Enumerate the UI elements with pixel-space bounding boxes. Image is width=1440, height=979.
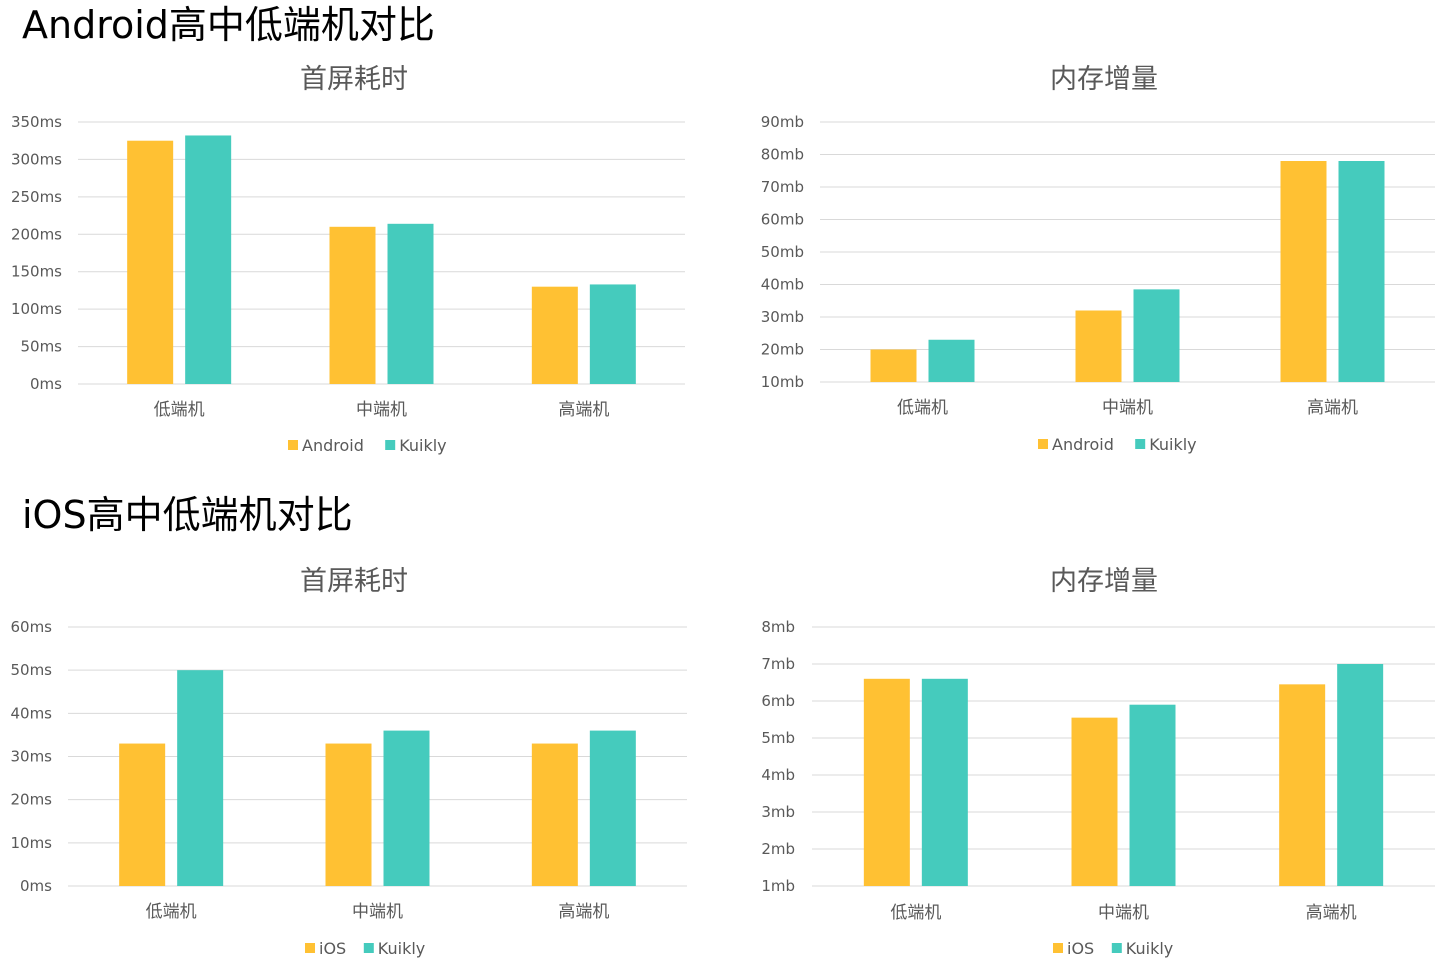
bar-kuikly-2	[589, 730, 636, 886]
x-category-label: 低端机	[897, 398, 948, 418]
android-memory-chart: 内存增量 10mb 20mb 30mb 40mb 50mb 60mb 70mb 80mb 90mb…	[761, 64, 1435, 454]
bar-kuikly-0	[921, 678, 968, 886]
bar-kuikly-1	[387, 223, 434, 384]
bar-ios-1	[1071, 717, 1118, 886]
bar-ios-0	[863, 678, 910, 886]
legend-swatch	[305, 943, 315, 953]
legend-swatch	[1038, 439, 1048, 449]
bar-ios-0	[119, 743, 166, 886]
legend-swatch	[1053, 943, 1063, 953]
legend-label: iOS	[1067, 939, 1094, 958]
bar-ios-2	[1279, 684, 1326, 886]
legend-label: Kuikly	[399, 436, 446, 455]
android-first-screen-chart: 首屏耗时 0ms 50ms 100ms 150ms 200ms 250ms 300ms 350m…	[11, 64, 685, 455]
bar-kuikly-2	[589, 284, 636, 384]
bar-kuikly-2	[1338, 161, 1385, 382]
y-tick-label: 2mb	[761, 840, 795, 858]
legend-label: iOS	[319, 939, 346, 958]
y-tick-label: 20ms	[10, 791, 52, 809]
x-category-label: 低端机	[146, 902, 197, 922]
y-tick-label: 0ms	[30, 375, 62, 393]
y-tick-label: 70mb	[761, 178, 804, 196]
bar-android-0	[127, 140, 174, 384]
bar-kuikly-0	[177, 670, 224, 886]
bar-kuikly-0	[185, 135, 232, 384]
legend-label: Android	[1052, 435, 1114, 454]
x-category-label: 中端机	[352, 902, 403, 922]
bar-android-2	[1280, 161, 1327, 382]
bar-kuikly-1	[1133, 289, 1180, 382]
y-tick-label: 90mb	[761, 113, 804, 131]
x-category-label: 中端机	[1102, 398, 1153, 418]
legend-swatch	[288, 440, 298, 450]
y-tick-label: 250ms	[11, 188, 62, 206]
y-tick-label: 60ms	[10, 618, 52, 636]
ios-memory-chart: 内存增量 1mb 2mb 3mb 4mb 5mb 6mb 7mb 8mb 低端机 中端机 高端机 iOS…	[761, 566, 1435, 958]
y-tick-label: 50ms	[20, 338, 62, 356]
y-tick-label: 50mb	[761, 243, 804, 261]
bar-ios-1	[325, 743, 372, 886]
y-tick-label: 30mb	[761, 308, 804, 326]
y-tick-label: 80mb	[761, 146, 804, 164]
section-title-android: Android高中低端机对比	[22, 3, 435, 47]
y-tick-label: 200ms	[11, 225, 62, 243]
x-category-label: 高端机	[1306, 903, 1357, 923]
y-tick-label: 100ms	[11, 300, 62, 318]
chart-title: 内存增量	[1050, 64, 1158, 95]
y-tick-label: 8mb	[761, 618, 795, 636]
legend-label: Kuikly	[1126, 939, 1173, 958]
y-tick-label: 4mb	[761, 766, 795, 784]
x-category-label: 高端机	[558, 902, 609, 922]
y-tick-label: 3mb	[761, 803, 795, 821]
bar-kuikly-0	[928, 339, 975, 382]
bar-android-1	[1075, 310, 1122, 382]
x-category-label: 高端机	[1307, 398, 1358, 418]
y-tick-label: 150ms	[11, 263, 62, 281]
y-tick-label: 30ms	[10, 748, 52, 766]
legend-swatch	[385, 440, 396, 450]
y-tick-label: 40mb	[761, 276, 804, 294]
x-category-label: 中端机	[356, 400, 407, 420]
legend-swatch	[363, 943, 374, 953]
bar-android-1	[329, 226, 376, 384]
y-tick-label: 40ms	[10, 704, 52, 722]
x-category-label: 低端机	[890, 903, 941, 923]
y-tick-label: 7mb	[761, 655, 795, 673]
x-category-label: 高端机	[558, 400, 609, 420]
x-category-label: 低端机	[154, 400, 205, 420]
bar-android-2	[531, 286, 578, 384]
bar-ios-2	[531, 743, 578, 886]
x-category-label: 中端机	[1098, 903, 1149, 923]
legend-swatch	[1135, 439, 1146, 449]
chart-title: 内存增量	[1050, 566, 1158, 597]
chart-title: 首屏耗时	[300, 566, 408, 597]
legend-label: Kuikly	[378, 939, 425, 958]
bar-kuikly-1	[383, 730, 430, 886]
y-tick-label: 10mb	[761, 373, 804, 391]
y-tick-label: 300ms	[11, 150, 62, 168]
y-tick-label: 5mb	[761, 729, 795, 747]
legend-label: Kuikly	[1149, 435, 1196, 454]
y-tick-label: 0ms	[20, 877, 52, 895]
legend-swatch	[1111, 943, 1122, 953]
y-tick-label: 1mb	[761, 877, 795, 895]
y-tick-label: 50ms	[10, 661, 52, 679]
legend-label: Android	[302, 436, 364, 455]
bar-android-0	[870, 349, 917, 382]
bar-kuikly-2	[1337, 664, 1384, 886]
y-tick-label: 350ms	[11, 113, 62, 131]
chart-title: 首屏耗时	[300, 64, 408, 95]
bar-kuikly-1	[1129, 704, 1176, 886]
ios-first-screen-chart: 首屏耗时 0ms 10ms 20ms 30ms 40ms 50ms 60ms 低端机 中端机 高端机…	[10, 566, 687, 958]
y-tick-label: 60mb	[761, 211, 804, 229]
section-title-ios: iOS高中低端机对比	[22, 493, 353, 537]
y-tick-label: 10ms	[10, 834, 52, 852]
y-tick-label: 6mb	[761, 692, 795, 710]
y-tick-label: 20mb	[761, 341, 804, 359]
